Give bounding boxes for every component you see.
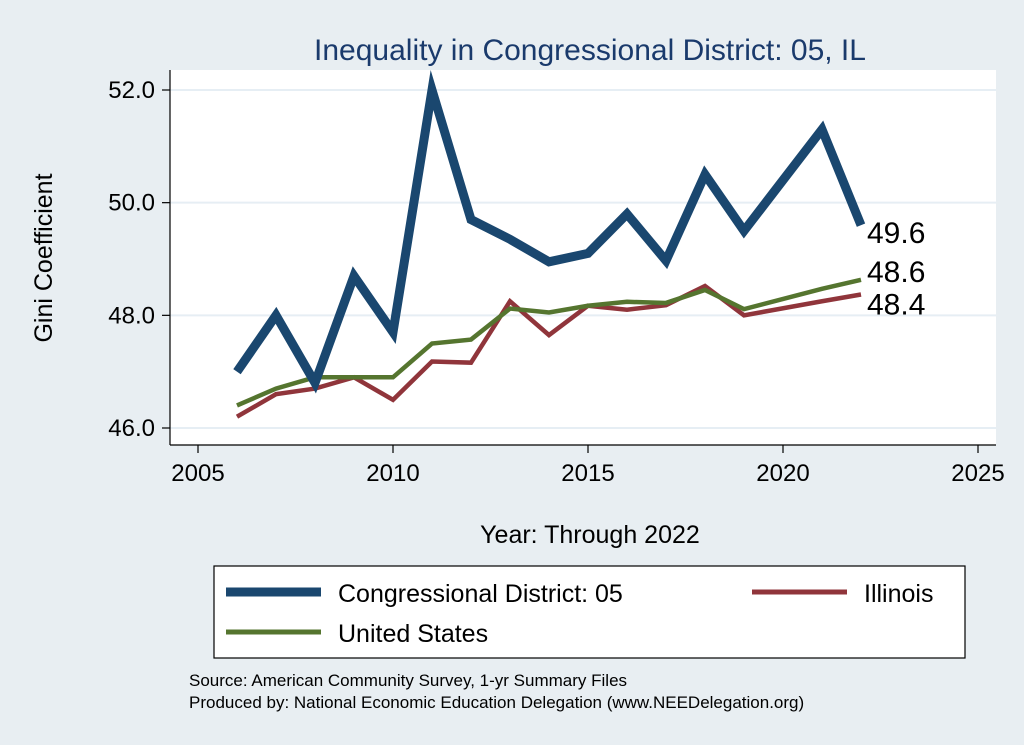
y-tick-label: 46.0 [108,415,155,442]
y-axis-title: Gini Coefficient [30,173,58,342]
end-label-1: 48.4 [867,288,925,321]
legend: Congressional District: 05 Illinois Unit… [213,565,966,659]
x-tick-label: 2020 [756,460,809,487]
grid-lines [170,89,996,429]
end-label-2: 48.6 [867,256,925,289]
chart-title: Inequality in Congressional District: 05… [314,34,866,67]
y-tick-label: 48.0 [108,302,155,329]
y-tick-label: 50.0 [108,190,155,217]
x-tick-label: 2010 [366,460,419,487]
legend-label-illinois: Illinois [864,580,933,608]
source-note: Source: American Community Survey, 1-yr … [189,671,627,690]
legend-label-district: Congressional District: 05 [338,580,623,608]
y-tick-label: 52.0 [108,77,155,104]
produced-note: Produced by: National Economic Education… [189,693,804,712]
legend-box [213,565,966,659]
x-tick-label: 2005 [171,460,224,487]
series-lines [233,69,866,419]
series-line-2 [236,277,862,408]
legend-label-us: United States [338,620,488,648]
end-label-0: 49.6 [867,217,925,250]
axis-ticks: 46.0 48.0 50.0 52.0 2005 2010 2015 2020 2025 [108,77,1004,487]
end-labels: 49.6 48.448.6 [867,217,925,321]
x-tick-label: 2015 [561,460,614,487]
x-axis-title: Year: Through 2022 [480,521,700,549]
series-line-0 [233,69,866,394]
x-tick-label: 2025 [951,460,1004,487]
